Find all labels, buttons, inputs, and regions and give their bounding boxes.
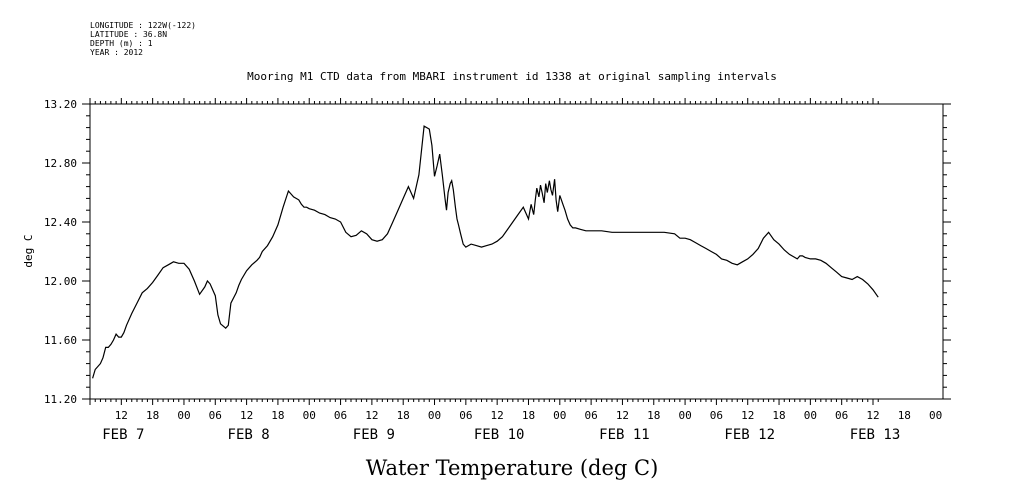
year-label: YEAR : 2012 — [90, 48, 143, 57]
x-hour-label: 12 — [741, 409, 754, 422]
depth-label: DEPTH (m) : 1 — [90, 39, 153, 48]
x-day-label: FEB 8 — [228, 427, 270, 443]
x-hour-label: 18 — [898, 409, 911, 422]
y-tick-label: 12.40 — [44, 216, 77, 229]
longitude-label: LONGITUDE : 122W(-122) — [90, 21, 196, 30]
x-hour-label: 06 — [209, 409, 222, 422]
x-hour-label: 00 — [678, 409, 691, 422]
y-tick-label: 12.80 — [44, 157, 77, 170]
x-hour-label: 12 — [491, 409, 504, 422]
y-tick-label: 11.60 — [44, 334, 77, 347]
x-hour-label: 00 — [929, 409, 942, 422]
x-hour-label: 18 — [271, 409, 284, 422]
x-axis-label: Water Temperature (deg C) — [366, 456, 659, 480]
x-day-label: FEB 7 — [102, 427, 144, 443]
x-day-label: FEB 12 — [724, 427, 775, 443]
x-hour-label: 18 — [772, 409, 785, 422]
x-hour-label: 00 — [428, 409, 441, 422]
x-day-label: FEB 13 — [850, 427, 901, 443]
y-axis: 11.20 11.60 12.00 12.40 12.80 13.20 — [44, 98, 951, 406]
y-tick-label: 11.20 — [44, 393, 77, 406]
x-hour-label: 12 — [115, 409, 128, 422]
x-hour-label: 18 — [397, 409, 410, 422]
x-hour-label: 18 — [522, 409, 535, 422]
x-hour-label: 12 — [866, 409, 879, 422]
x-hour-label: 18 — [647, 409, 660, 422]
x-hour-label: 06 — [835, 409, 848, 422]
x-hour-label: 12 — [365, 409, 378, 422]
temperature-series-line — [92, 125, 879, 379]
x-day-label: FEB 9 — [353, 427, 395, 443]
x-hour-label: 00 — [804, 409, 817, 422]
plot-frame — [89, 103, 944, 400]
x-hour-label: 06 — [334, 409, 347, 422]
x-hour-label: 18 — [146, 409, 159, 422]
x-day-label: FEB 10 — [474, 427, 525, 443]
x-hour-label: 00 — [177, 409, 190, 422]
x-axis: 12 18 00 06 12 18 00 06 12 18 00 06 12 18 00 06 12 18 00 06… — [89, 98, 942, 443]
x-hour-label: 06 — [584, 409, 597, 422]
x-hour-label: 06 — [710, 409, 723, 422]
x-hour-label: 00 — [303, 409, 316, 422]
x-day-label: FEB 11 — [599, 427, 650, 443]
x-hour-label: 12 — [240, 409, 253, 422]
y-axis-label: deg C — [22, 234, 35, 267]
y-tick-label: 12.00 — [44, 275, 77, 288]
chart-title: Mooring M1 CTD data from MBARI instrumen… — [247, 70, 777, 83]
x-hour-label: 00 — [553, 409, 566, 422]
y-tick-label: 13.20 — [44, 98, 77, 111]
x-hour-label: 12 — [616, 409, 629, 422]
x-hour-label: 06 — [459, 409, 472, 422]
latitude-label: LATITUDE : 36.8N — [90, 30, 168, 39]
